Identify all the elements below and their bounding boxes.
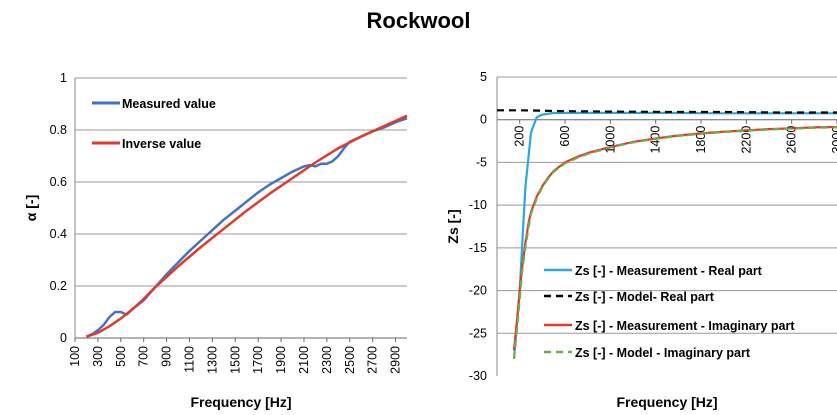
right-y-tick-label: -20: [469, 284, 487, 298]
right-y-tick-label: 5: [480, 70, 487, 84]
left-legend-label-2: Inverse value: [122, 137, 201, 151]
right-series-line-3: [512, 125, 837, 351]
right-series-line-4: [512, 126, 837, 360]
right-x-tick-label: 1800: [694, 126, 708, 154]
left-y-tick-label: 0.2: [50, 279, 67, 293]
left-x-tick-label: 1300: [205, 346, 219, 374]
right-y-tick-label: 0: [480, 113, 487, 127]
left-x-tick-label: 2900: [389, 346, 403, 374]
left-x-tick-label: 500: [114, 346, 128, 367]
left-x-tick-label: 1700: [251, 346, 265, 374]
left-series-line-1: [85, 117, 408, 338]
left-x-tick-label: 1900: [274, 346, 288, 374]
left-y-axis-title: α [-]: [23, 195, 39, 221]
left-y-tick-label: 0.6: [50, 175, 67, 189]
left-x-tick-label: 2100: [297, 346, 311, 374]
right-x-tick-label: 2600: [785, 126, 799, 154]
left-x-axis-title: Frequency [Hz]: [190, 394, 291, 410]
left-x-tick-label: 900: [160, 346, 174, 367]
left-x-tick-label: 1500: [228, 346, 242, 374]
right-y-tick-label: -25: [469, 326, 487, 340]
chart-main-title: Rockwool: [366, 8, 471, 33]
left-x-tick-label: 1100: [182, 346, 196, 373]
right-x-tick-label: 3000: [830, 126, 837, 154]
right-legend-label-1: Zs [-] - Measurement - Real part: [575, 264, 763, 278]
right-x-axis-title: Frequency [Hz]: [616, 394, 717, 410]
right-legend-label-2: Zs [-] - Model- Real part: [575, 290, 715, 304]
left-x-tick-label: 2300: [320, 346, 334, 374]
right-series-line-1: [512, 111, 837, 359]
right-legend-label-3: Zs [-] - Measurement - Imaginary part: [575, 319, 795, 333]
right-x-tick-label: 200: [513, 126, 527, 147]
left-y-tick-label: 0.4: [50, 227, 67, 241]
left-x-tick-label: 300: [91, 346, 105, 367]
right-x-tick-label: 2200: [739, 126, 753, 154]
right-y-tick-label: -10: [469, 198, 487, 212]
left-legend-label-1: Measured value: [122, 97, 216, 111]
left-x-tick-label: 2500: [343, 346, 357, 374]
right-series-line-2: [497, 109, 837, 114]
right-legend-label-4: Zs [-] - Model - Imaginary part: [575, 346, 751, 360]
left-x-tick-label: 2700: [366, 346, 380, 374]
right-x-tick-label: 600: [558, 126, 572, 147]
left-y-tick-label: 0: [60, 331, 67, 345]
right-y-tick-label: -5: [476, 155, 487, 169]
right-y-tick-label: -30: [469, 369, 487, 383]
left-x-tick-label: 700: [137, 346, 151, 367]
right-y-axis-title: Zs [-]: [445, 209, 461, 243]
left-y-tick-label: 1: [60, 71, 67, 85]
left-y-tick-label: 0.8: [50, 123, 67, 137]
left-series-line-2: [85, 114, 408, 338]
right-y-tick-label: -15: [469, 241, 487, 255]
left-x-tick-label: 100: [68, 346, 82, 367]
